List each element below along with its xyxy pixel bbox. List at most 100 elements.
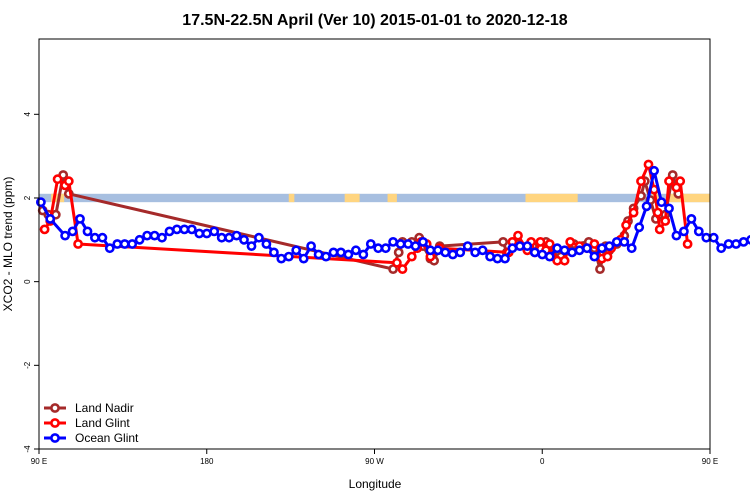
ocean-glint-point [246, 241, 257, 251]
land-glint-point [397, 264, 408, 274]
ocean-glint-point [365, 239, 376, 249]
x-tick-label: 0 [540, 457, 545, 466]
ocean-glint-point [462, 241, 473, 251]
ocean-glint-point [134, 234, 145, 245]
ocean-glint-point [321, 251, 331, 262]
land-glint-point [73, 239, 83, 249]
land-glint-point [660, 216, 671, 226]
ocean-glint-point [723, 239, 734, 249]
ocean-glint-point [268, 247, 279, 258]
ocean-glint-point [582, 243, 592, 254]
land-segment [667, 193, 710, 203]
ocean-glint-point [90, 232, 100, 243]
land-glint-point [664, 176, 674, 187]
ocean-glint-point [194, 228, 205, 239]
ocean-glint-point [693, 226, 704, 237]
ocean-glint-point [157, 232, 167, 243]
ocean-glint-point [335, 247, 346, 258]
ocean-glint-point [559, 245, 570, 256]
ocean-glint-point [440, 247, 451, 258]
ocean-glint-point [522, 241, 533, 251]
ocean-glint-point [186, 224, 197, 235]
ocean-glint-point [231, 230, 242, 241]
ocean-glint-point [492, 253, 503, 264]
ocean-glint-point [671, 230, 682, 241]
land-glint-point [652, 207, 663, 218]
ocean-glint-point [425, 245, 436, 256]
ocean-glint-point [276, 253, 287, 264]
y-tick-label: -4 [23, 445, 32, 453]
land-glint-point [565, 236, 576, 247]
legend-item-ocean-glint: Ocean Glint [44, 431, 139, 445]
ocean-glint-point [388, 236, 398, 247]
x-tick-label: 180 [200, 457, 214, 466]
legend-swatch-marker [50, 433, 60, 443]
land-glint-point [535, 236, 546, 247]
ocean-glint-point [261, 239, 272, 249]
legend-label: Ocean Glint [75, 431, 139, 445]
legend-swatch-marker [50, 418, 60, 428]
x-tick-label: 90 E [31, 457, 47, 466]
ocean-glint-point [75, 213, 85, 224]
ocean-glint-point [164, 226, 175, 237]
land-segment [288, 193, 295, 203]
ocean-glint-point [119, 239, 130, 249]
y-tick-label: 2 [23, 195, 32, 200]
ocean-glint-point [649, 165, 659, 176]
ocean-glint-point [679, 226, 689, 237]
x-tick-label: 90 W [365, 457, 384, 466]
legend-label: Land Nadir [75, 401, 134, 415]
y-tick-label: 4 [23, 112, 32, 117]
land-glint-point [544, 239, 555, 249]
ocean-glint-point [485, 251, 495, 262]
y-axis: -4 -2 0 2 4 [23, 112, 39, 453]
land-nadir-point [595, 264, 605, 274]
land-glint-point [589, 239, 600, 249]
y-tick-label: 0 [23, 279, 32, 284]
land-glint-point [636, 176, 646, 187]
ocean-glint-point [395, 239, 406, 249]
legend-label: Land Glint [75, 416, 130, 430]
ocean-glint-point [45, 213, 56, 224]
ocean-glint-point [686, 213, 697, 224]
land-glint-point [406, 251, 417, 262]
ocean-glint-point [455, 247, 466, 258]
ocean-glint-point [127, 239, 138, 249]
land-glint-point [621, 220, 631, 231]
ocean-glint-point [477, 245, 488, 256]
y-axis-label: XCO2 - MLO trend (ppm) [1, 177, 15, 312]
ocean-glint-point [611, 236, 622, 247]
ocean-glint-point [656, 197, 667, 208]
ocean-glint-point [574, 245, 585, 256]
legend-swatch-marker [50, 403, 60, 413]
ocean-glint-point [104, 243, 115, 254]
ocean-glint-point [716, 243, 727, 254]
ocean-glint-point [97, 232, 108, 243]
ocean-glint-point [529, 247, 540, 258]
ocean-glint-point [298, 253, 309, 264]
land-glint-point [602, 251, 613, 262]
ocean-glint-point [306, 241, 316, 251]
ocean-glint-point [589, 251, 600, 262]
ocean-glint-point [283, 251, 294, 262]
ocean-glint-point [380, 243, 391, 254]
series-ocean-glint [36, 165, 750, 264]
land-glint-point [643, 159, 654, 170]
land-glint-point [675, 176, 686, 187]
ocean-glint-point [544, 251, 555, 262]
land-glint-point [559, 255, 570, 266]
ocean-band [39, 193, 710, 203]
land-nadir-point [393, 247, 404, 258]
land-glint-point [63, 176, 74, 187]
x-axis: 90 E 180 90 W 0 90 E [31, 449, 718, 466]
legend-item-land-glint: Land Glint [44, 416, 130, 430]
land-glint-point [52, 174, 63, 185]
chart-title: 17.5N-22.5N April (Ver 10) 2015-01-01 to… [182, 12, 568, 29]
ocean-glint-point [641, 201, 652, 212]
ocean-glint-point [507, 243, 518, 254]
ocean-glint-point [604, 241, 615, 251]
ocean-glint-point [746, 235, 750, 245]
x-tick-label: 90 E [702, 457, 718, 466]
land-glint-point [513, 230, 523, 241]
